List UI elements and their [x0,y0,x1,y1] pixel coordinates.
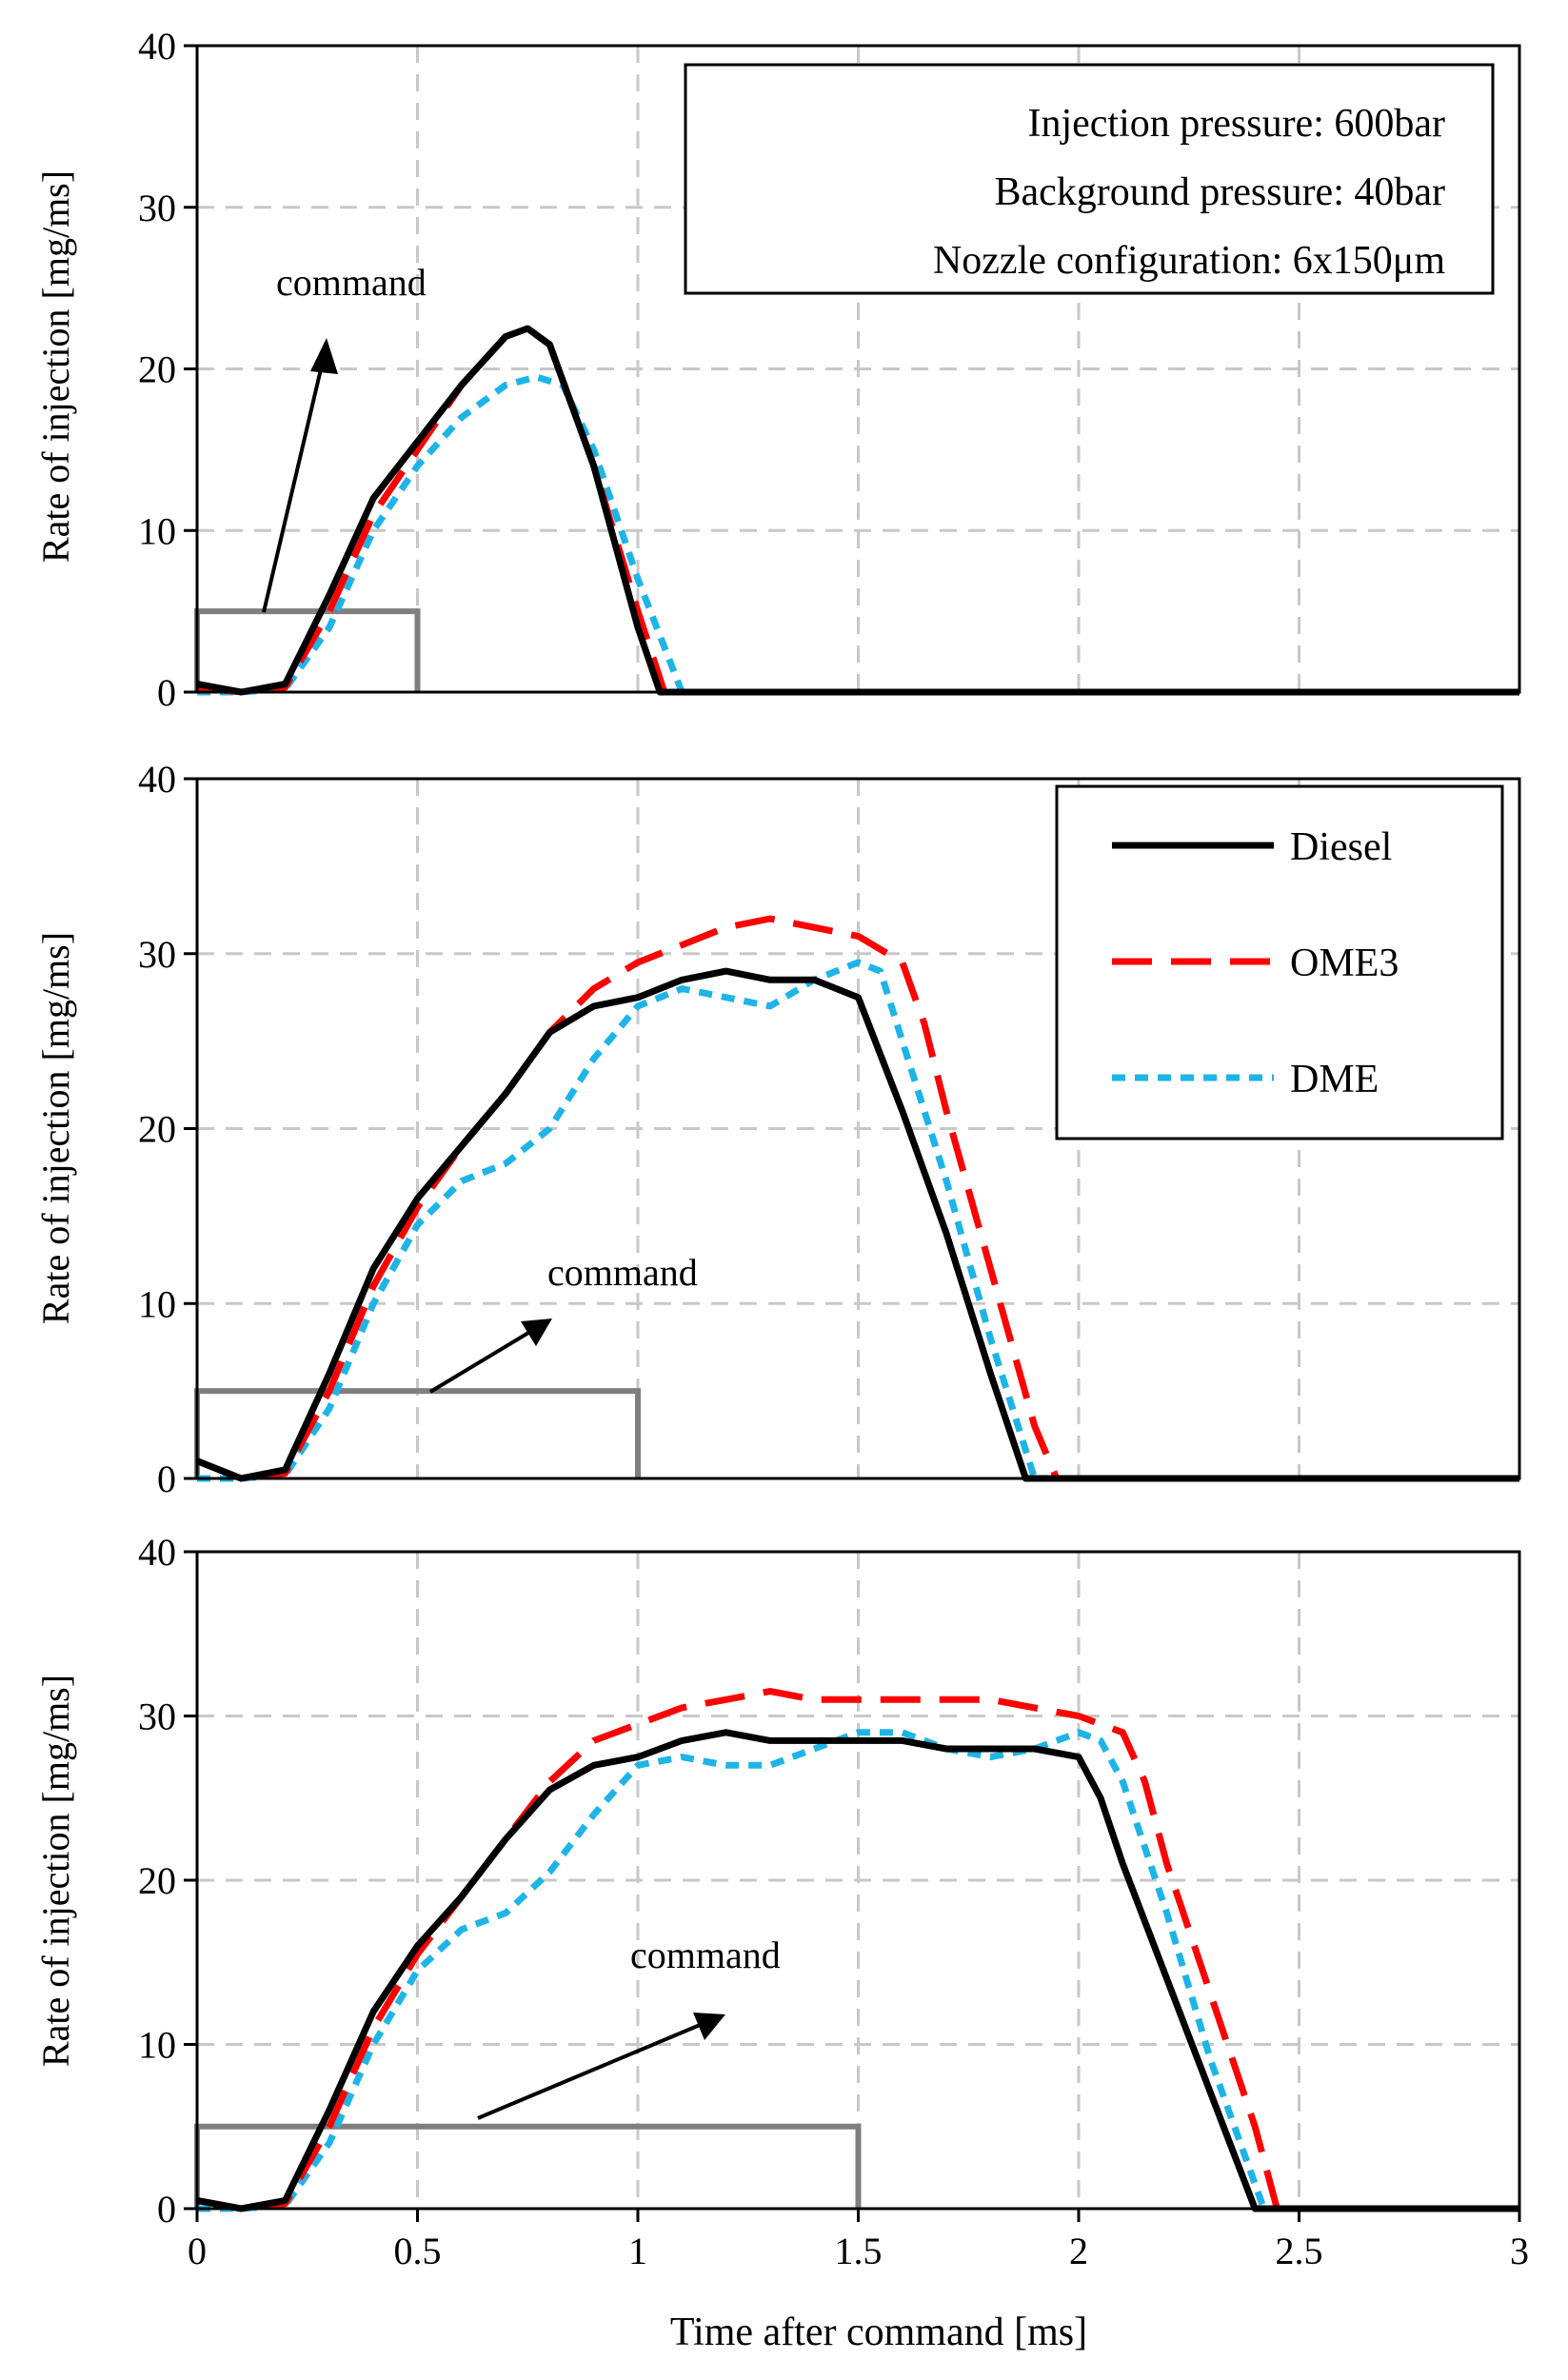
x-tick-label: 0.5 [394,2230,442,2272]
chart-panel-1: Rate of injection [mg/ms] 0 10 20 30 40 comm… [34,25,1521,714]
info-line-background-pressure: Background pressure: 40bar [994,170,1445,214]
y-tick-label: 10 [138,1282,176,1325]
info-line-injection-pressure: Injection pressure: 600bar [1027,102,1445,146]
y-axis-label: Rate of injection [mg/ms] [34,932,77,1324]
command-arrowhead [521,1319,552,1346]
series-line-dme [197,1729,1519,2212]
y-tick-label: 10 [138,509,176,552]
y-axis-label: Rate of injection [mg/ms] [34,170,77,563]
plot-frame [195,44,1521,694]
command-annotation: command [630,1934,781,1976]
command-arrow [262,356,326,613]
chart-panel-2: Rate of injection [mg/ms] 0 10 20 30 40 comm… [34,758,1521,1500]
series-line-ome3 [196,1688,1519,2212]
y-tick-label: 20 [138,348,176,391]
info-line-nozzle-configuration: Nozzle configuration: 6x150μm [933,239,1445,283]
legend-label-dme: DME [1290,1058,1379,1101]
command-annotation: command [547,1251,698,1294]
x-tick-label: 3 [1510,2230,1529,2272]
y-tick-label: 10 [138,2024,176,2067]
x-tick-label: 2.5 [1276,2230,1323,2272]
legend-label-diesel: Diesel [1290,825,1392,869]
y-tick-label: 30 [138,187,176,229]
legend-label-ome3: OME3 [1290,942,1399,985]
series-line-dme [197,959,1519,1482]
series-line-diesel [195,967,1519,1482]
command-pulse-line [194,2123,862,2209]
y-tick-label: 30 [138,933,176,976]
y-tick-label: 40 [138,1531,176,1574]
series-line-ome3 [195,915,1519,1482]
info-box-frame [684,63,1495,295]
y-axis-label: Rate of injection [mg/ms] [34,1675,77,2067]
command-arrow [428,1328,535,1394]
y-tick-label: 0 [157,671,176,714]
plot-frame [195,777,1521,1480]
y-tick-label: 0 [157,2188,176,2231]
command-annotation: command [276,261,427,304]
x-tick-labels: 0 0.5 1 1.5 2 2.5 3 [188,2209,1529,2272]
command-arrow [477,2021,705,2120]
series-line-diesel [196,325,1519,696]
y-tick-label: 0 [157,1458,176,1500]
x-tick-label: 1 [628,2230,647,2272]
x-tick-label: 2 [1069,2230,1088,2272]
y-tick-label: 40 [138,25,176,68]
legend: Diesel OME3 DME [1055,784,1504,1140]
x-axis-label: Time after command [ms] [670,2311,1087,2354]
y-tick-label: 40 [138,758,176,801]
y-tick-label: 20 [138,1859,176,1902]
command-arrowhead [693,2013,725,2040]
y-tick-label: 30 [138,1696,176,1738]
chart-panel-3: Rate of injection [mg/ms] 0 10 20 30 40 comm… [34,1531,1521,2231]
x-tick-label: 0 [188,2230,207,2272]
series-line-diesel [196,1729,1519,2212]
y-tick-label: 20 [138,1108,176,1151]
info-box: Injection pressure: 600bar Background pr… [684,63,1495,295]
command-arrowhead [310,338,338,374]
series-line-dme [197,373,1519,696]
x-tick-label: 1.5 [835,2230,883,2272]
